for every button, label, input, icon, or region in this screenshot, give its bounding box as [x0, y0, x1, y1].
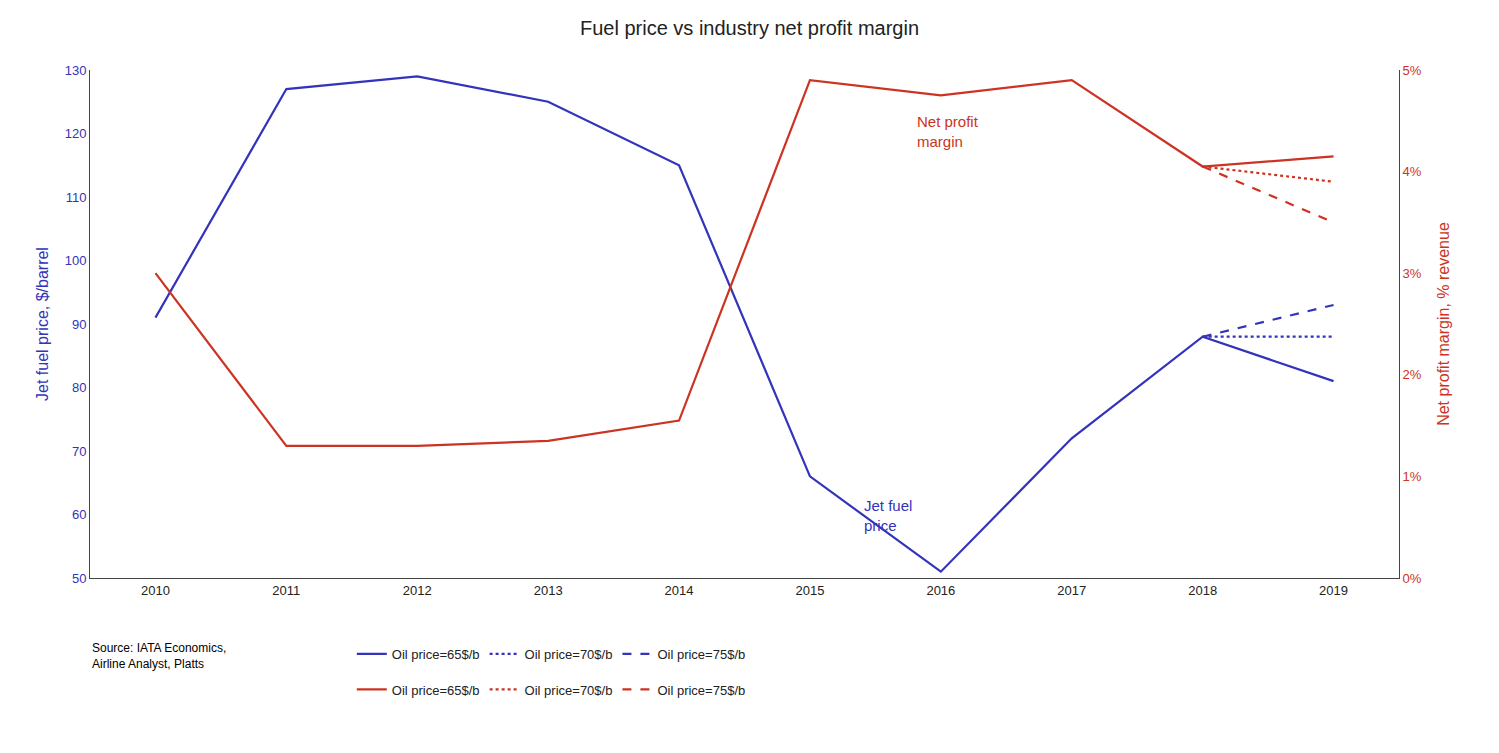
- svg-text:Oil price=75$/b: Oil price=75$/b: [657, 683, 745, 698]
- svg-text:Oil price=70$/b: Oil price=70$/b: [525, 683, 613, 698]
- svg-text:2015: 2015: [795, 583, 824, 598]
- svg-text:90: 90: [72, 317, 86, 332]
- svg-text:2%: 2%: [1403, 367, 1422, 382]
- svg-text:2013: 2013: [534, 583, 563, 598]
- svg-text:Jet fuel price, $/barrel: Jet fuel price, $/barrel: [34, 247, 51, 401]
- svg-text:Fuel price vs industry net pro: Fuel price vs industry net profit margin: [580, 17, 919, 39]
- svg-text:2016: 2016: [926, 583, 955, 598]
- svg-text:100: 100: [65, 253, 87, 268]
- svg-text:Jet fuelprice: Jet fuelprice: [864, 497, 912, 534]
- svg-text:120: 120: [65, 126, 87, 141]
- svg-text:2011: 2011: [272, 583, 300, 598]
- svg-text:3%: 3%: [1403, 266, 1422, 281]
- svg-text:110: 110: [66, 190, 87, 205]
- svg-text:70: 70: [72, 444, 86, 459]
- svg-text:Net profit margin, % revenue: Net profit margin, % revenue: [1435, 222, 1452, 426]
- svg-text:2017: 2017: [1057, 583, 1086, 598]
- svg-text:2012: 2012: [403, 583, 432, 598]
- svg-text:60: 60: [72, 507, 86, 522]
- svg-text:Oil price=70$/b: Oil price=70$/b: [525, 647, 613, 662]
- svg-text:2018: 2018: [1188, 583, 1217, 598]
- svg-text:Net profitmargin: Net profitmargin: [917, 113, 979, 150]
- svg-text:2010: 2010: [141, 583, 170, 598]
- svg-text:0%: 0%: [1403, 571, 1422, 586]
- svg-text:130: 130: [65, 63, 87, 78]
- svg-text:Oil price=65$/b: Oil price=65$/b: [392, 683, 480, 698]
- svg-text:4%: 4%: [1403, 164, 1422, 179]
- svg-text:50: 50: [72, 571, 86, 586]
- svg-text:80: 80: [72, 380, 86, 395]
- svg-text:2019: 2019: [1319, 583, 1348, 598]
- svg-text:1%: 1%: [1403, 469, 1422, 484]
- svg-text:2014: 2014: [665, 583, 694, 598]
- svg-text:Source: IATA Economics,Airline: Source: IATA Economics,Airline Analyst, …: [92, 641, 226, 671]
- svg-text:Oil price=75$/b: Oil price=75$/b: [657, 647, 745, 662]
- svg-text:5%: 5%: [1403, 63, 1422, 78]
- svg-text:Oil price=65$/b: Oil price=65$/b: [392, 647, 480, 662]
